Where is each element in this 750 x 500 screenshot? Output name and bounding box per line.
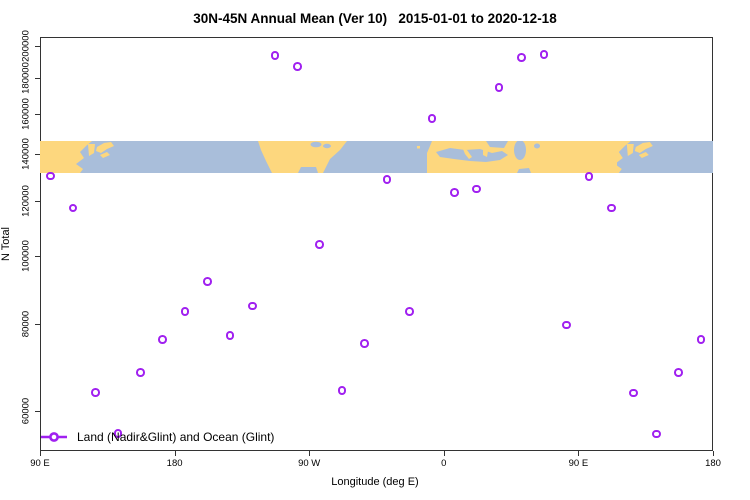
y-axis-tick-label: 160000	[20, 97, 32, 130]
data-point	[292, 62, 302, 71]
y-axis-tick-label: 100000	[20, 240, 32, 273]
data-point	[270, 51, 280, 61]
x-axis-tick-label: 0	[441, 458, 447, 469]
data-point	[158, 335, 167, 344]
data-point	[696, 335, 706, 344]
y-axis-tick	[35, 323, 40, 325]
legend-label: Land (Nadir&Glint) and Ocean (Glint)	[77, 429, 275, 444]
legend: Land (Nadir&Glint) and Ocean (Glint)	[40, 429, 274, 444]
data-point	[315, 239, 324, 249]
y-axis-tick-label: 80000	[20, 310, 32, 338]
y-axis-tick	[35, 77, 40, 79]
y-axis-tick-label: 120000	[20, 185, 32, 217]
x-axis-tick-label: 180	[166, 458, 183, 469]
data-point	[584, 172, 594, 181]
asia-japan-landmass	[40, 140, 114, 173]
x-axis-tick	[443, 451, 445, 456]
data-point	[674, 368, 683, 377]
data-point	[405, 307, 414, 316]
x-axis-tick-label: 90 E	[568, 458, 589, 469]
europe-africa-asia-landmass	[427, 140, 617, 173]
x-axis-tick-label: 180	[705, 458, 721, 469]
y-axis-tick-label: 180000	[20, 62, 32, 94]
data-point	[382, 174, 392, 184]
y-axis-title: N Total	[0, 226, 12, 262]
azores-islands	[417, 145, 420, 148]
data-point	[450, 188, 459, 198]
y-axis-tick	[35, 411, 40, 413]
x-axis-tick	[309, 451, 311, 456]
data-point	[135, 368, 145, 377]
y-axis-tick	[35, 154, 40, 156]
data-point	[225, 330, 235, 340]
data-point	[427, 114, 437, 123]
y-axis-tick	[35, 46, 40, 47]
data-point	[517, 53, 526, 62]
world-map-band	[40, 140, 713, 173]
x-axis-tick	[40, 451, 41, 456]
data-point	[539, 50, 549, 59]
y-axis-tick	[35, 113, 40, 115]
data-point	[360, 338, 369, 348]
data-point	[46, 171, 55, 181]
y-axis-tick-label: 200000	[20, 30, 32, 62]
y-axis-tick	[35, 200, 40, 202]
data-point	[494, 83, 504, 92]
north-america-landmass	[258, 140, 347, 173]
x-axis-tick	[578, 451, 580, 456]
data-point	[337, 386, 347, 395]
data-point	[91, 388, 100, 397]
y-axis-tick-label: 140000	[20, 138, 32, 171]
data-point	[562, 320, 571, 330]
data-point	[629, 388, 639, 398]
x-axis-tick-label: 90 E	[30, 458, 50, 469]
asia-japan-landmass-wrapped	[578, 140, 653, 173]
x-axis-title: Longitude (deg E)	[331, 476, 419, 488]
data-point	[203, 277, 212, 286]
data-point	[113, 429, 123, 438]
data-point	[180, 307, 190, 316]
data-point	[472, 184, 482, 194]
y-axis-tick	[35, 256, 40, 258]
y-axis-tick-label: 60000	[20, 398, 32, 425]
data-point	[68, 203, 78, 213]
plot-title: 30N-45N Annual Mean (Ver 10) 2015-01-01 …	[193, 11, 557, 26]
data-point	[607, 203, 616, 213]
legend-marker-icon	[41, 431, 67, 442]
x-axis-tick	[174, 451, 176, 456]
plot-area-border	[40, 37, 713, 451]
x-axis-tick-label: 90 W	[298, 458, 321, 469]
x-axis-tick	[713, 451, 714, 456]
data-point	[651, 429, 661, 439]
data-point	[248, 301, 257, 311]
